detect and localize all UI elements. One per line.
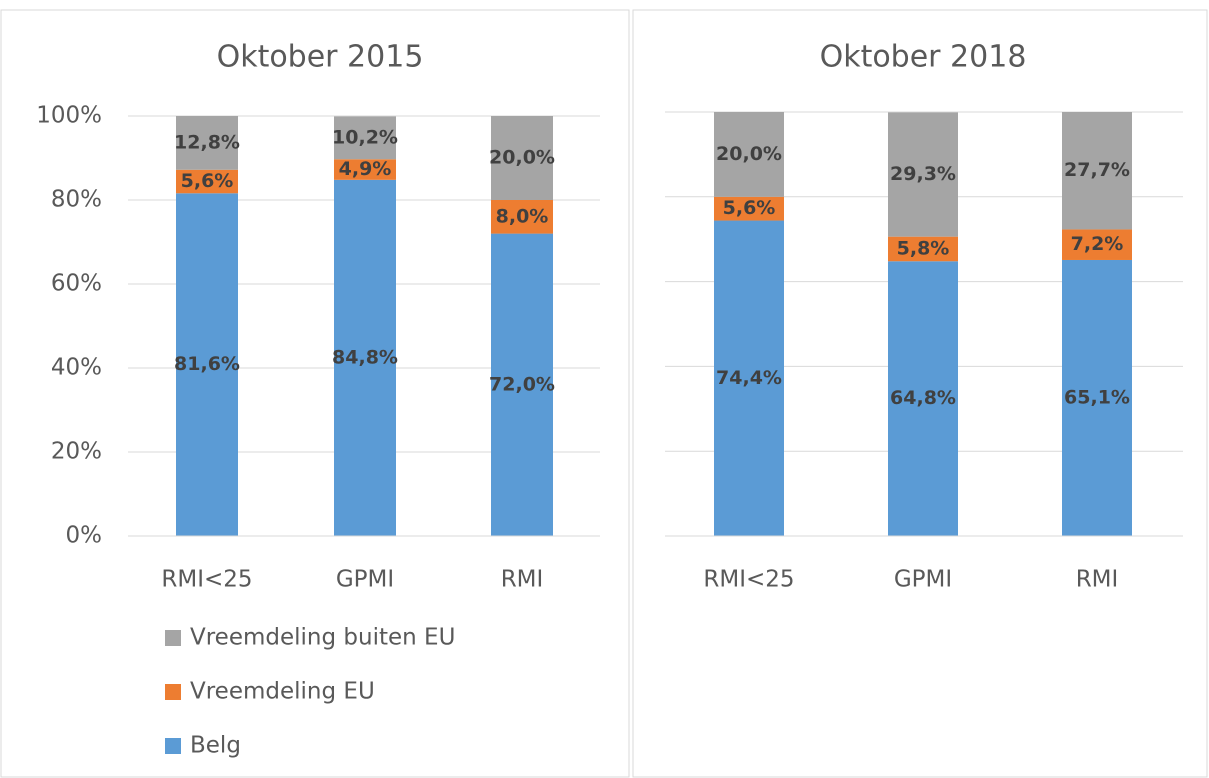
value-label: 5,6% xyxy=(181,170,234,192)
bar-segment xyxy=(1062,259,1132,536)
value-label: 74,4% xyxy=(716,367,782,389)
value-label: 29,3% xyxy=(890,163,956,185)
bar-segment xyxy=(714,196,784,221)
y-tick-label: 0% xyxy=(66,523,103,549)
value-label: 72,0% xyxy=(489,373,555,395)
bar-segment xyxy=(176,193,238,536)
value-label: 5,6% xyxy=(723,197,776,219)
legend-label: Vreemdeling buiten EU xyxy=(190,625,455,651)
legend-label: Vreemdeling EU xyxy=(190,679,375,705)
bar-segment xyxy=(888,261,958,536)
x-tick-label: GPMI xyxy=(894,567,952,593)
x-tick-label: RMI xyxy=(1076,567,1119,593)
value-label: 84,8% xyxy=(332,346,398,368)
value-label: 5,8% xyxy=(897,237,950,259)
x-tick-label: RMI<25 xyxy=(703,567,794,593)
bar-segment xyxy=(491,200,553,234)
legend-label: Belg xyxy=(190,733,241,759)
y-tick-label: 100% xyxy=(36,103,102,129)
legend-swatch xyxy=(165,684,181,700)
value-label: 7,2% xyxy=(1071,233,1124,255)
y-tick-label: 80% xyxy=(51,187,102,213)
value-label: 4,9% xyxy=(339,158,392,180)
bar-segment xyxy=(714,112,784,197)
bar-segment xyxy=(888,112,958,237)
panel-border xyxy=(632,9,1208,778)
bar-segment xyxy=(491,233,553,536)
value-label: 20,0% xyxy=(716,143,782,165)
legend-swatch xyxy=(165,630,181,646)
bar-segment xyxy=(714,220,784,536)
x-tick-label: RMI<25 xyxy=(161,567,252,593)
bar-segment xyxy=(888,236,958,262)
value-label: 65,1% xyxy=(1064,386,1130,408)
bar-segment xyxy=(334,159,396,180)
panel-border xyxy=(0,9,630,778)
value-label: 10,2% xyxy=(332,126,398,148)
value-label: 12,8% xyxy=(174,131,240,153)
value-label: 8,0% xyxy=(496,205,549,227)
legend-swatch xyxy=(165,738,181,754)
x-tick-label: RMI xyxy=(501,567,544,593)
bar-segment xyxy=(176,169,238,194)
chart-title: Oktober 2015 xyxy=(217,40,424,75)
y-tick-label: 20% xyxy=(51,439,102,465)
bar-segment xyxy=(1062,112,1132,230)
y-tick-label: 40% xyxy=(51,355,102,381)
x-tick-label: GPMI xyxy=(336,567,394,593)
value-label: 81,6% xyxy=(174,353,240,375)
chart-title: Oktober 2018 xyxy=(820,40,1027,75)
value-label: 27,7% xyxy=(1064,159,1130,181)
bar-segment xyxy=(1062,229,1132,260)
value-label: 64,8% xyxy=(890,387,956,409)
bar-segment xyxy=(334,179,396,536)
y-tick-label: 60% xyxy=(51,271,102,297)
bar-segment xyxy=(491,116,553,200)
value-label: 20,0% xyxy=(489,147,555,169)
bar-segment xyxy=(176,116,238,170)
bar-segment xyxy=(334,116,396,160)
